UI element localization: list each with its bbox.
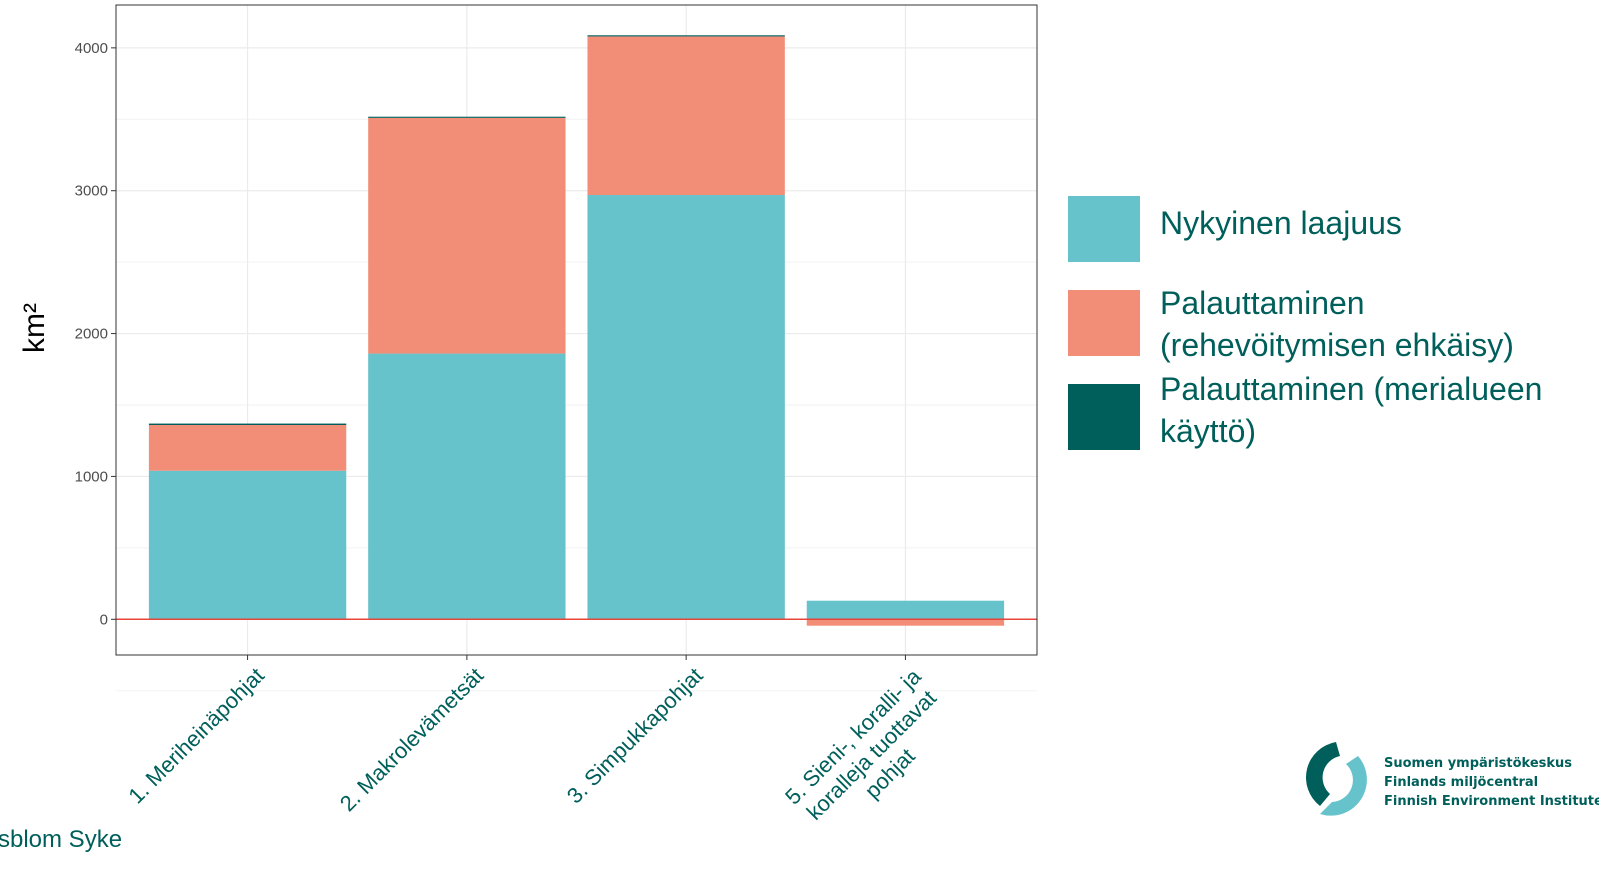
bar-restoration-marine-use-2	[368, 116, 566, 118]
bars	[116, 35, 1037, 626]
bar-restoration-eutrophication-1	[148, 425, 347, 471]
y-axis-label: km²	[18, 303, 51, 353]
x-tick-label-1: 1. Meriheinäpohjat	[123, 663, 269, 809]
legend-swatch-restoration-marine-use	[1068, 384, 1140, 450]
x-tick-label-2: 2. Makrolevämetsät	[335, 663, 488, 816]
legend-label-current: Nykyinen laajuus	[1160, 205, 1402, 241]
logo-line-en: Finnish Environment Institute	[1384, 794, 1599, 809]
plot-border	[115, 4, 1038, 656]
bar-restoration-marine-use-1	[148, 423, 347, 425]
x-tick-label-text: 2. Makrolevämetsät	[335, 663, 488, 816]
legend-swatch-restoration-eutrophication	[1068, 290, 1140, 356]
legend-label-restoration-eutrophication: Palauttaminen (rehevöitymisen ehkäisy)	[1160, 285, 1514, 363]
y-tick-label: 0	[100, 611, 108, 628]
y-tick-label: 3000	[75, 183, 108, 200]
photo-credit: rsblom Syke	[0, 826, 123, 853]
bar-current-3	[587, 195, 785, 620]
x-tick-label-line: 3. Simpukkapohjat	[562, 663, 708, 809]
bar-restoration-eutrophication-2	[368, 117, 566, 354]
bar-restoration-eutrophication-4	[806, 619, 1005, 626]
logo-line-fi: Suomen ympäristökeskus	[1384, 756, 1573, 771]
x-tick-label-text: 3. Simpukkapohjat	[562, 663, 708, 809]
syke-logo-text: Suomen ympäristökeskus Finlands miljöcen…	[1384, 754, 1599, 811]
syke-logo: Suomen ympäristökeskus Finlands miljöcen…	[1298, 738, 1599, 822]
x-tick-label-line: 2. Makrolevämetsät	[335, 663, 488, 816]
legend-label-restoration-marine-use: Palauttaminen (merialueen käyttö)	[1160, 371, 1543, 449]
x-tick-label-text: 1. Meriheinäpohjat	[123, 663, 269, 809]
x-tick-label-3: 3. Simpukkapohjat	[562, 663, 708, 809]
legend-swatch-current	[1068, 196, 1140, 262]
logo-line-sv: Finlands miljöcentral	[1384, 775, 1539, 790]
bar-current-4	[806, 600, 1005, 620]
bar-current-2	[368, 353, 566, 620]
bar-restoration-eutrophication-3	[587, 36, 785, 195]
bar-current-1	[148, 470, 347, 620]
y-tick-label: 2000	[75, 326, 108, 343]
y-tick-label: 1000	[75, 468, 108, 485]
x-tick-label-line: 1. Meriheinäpohjat	[123, 663, 269, 809]
bar-restoration-marine-use-3	[587, 35, 785, 37]
syke-logo-mark	[1305, 742, 1367, 816]
y-tick-label: 4000	[75, 40, 108, 57]
